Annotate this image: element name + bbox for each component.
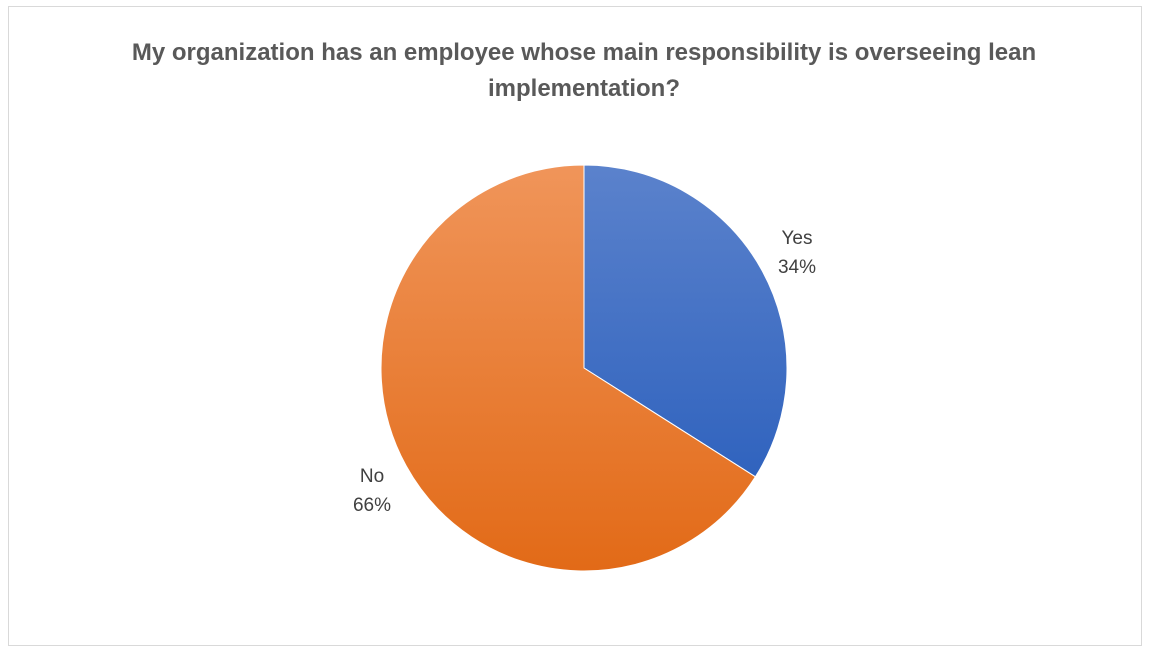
pie-labels: Yes 34% No 66% (353, 228, 816, 516)
pie-chart: Yes 34% No 66% (353, 164, 816, 572)
slice-value-label: 34% (778, 257, 816, 278)
slice-category-label: No (360, 466, 384, 487)
pie-slices (380, 164, 788, 572)
slice-value-label: 66% (353, 495, 391, 516)
slice-category-label: Yes (782, 228, 813, 249)
pie-slice-yes (583, 164, 788, 478)
chart-title: My organization has an employee whose ma… (131, 39, 1037, 102)
pie-slice-no (380, 164, 757, 572)
